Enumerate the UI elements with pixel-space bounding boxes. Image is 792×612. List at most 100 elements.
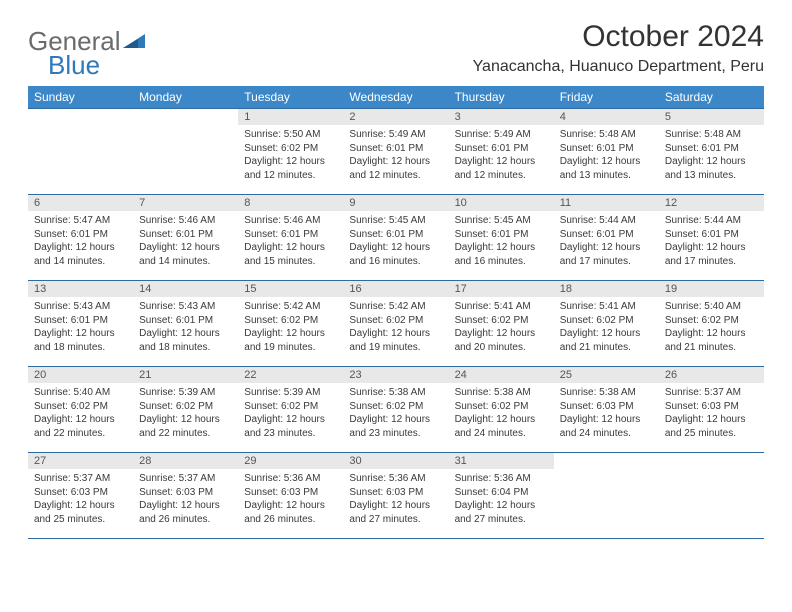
- day-number: 11: [554, 195, 659, 211]
- day-number: 12: [659, 195, 764, 211]
- logo-triangle-icon: [123, 26, 145, 57]
- day-details: Sunrise: 5:43 AMSunset: 6:01 PMDaylight:…: [133, 297, 238, 358]
- day-number: 9: [343, 195, 448, 211]
- calendar-cell: 19Sunrise: 5:40 AMSunset: 6:02 PMDayligh…: [659, 281, 764, 367]
- day-number: 31: [449, 453, 554, 469]
- calendar-cell: 18Sunrise: 5:41 AMSunset: 6:02 PMDayligh…: [554, 281, 659, 367]
- day-number: 20: [28, 367, 133, 383]
- day-details: Sunrise: 5:49 AMSunset: 6:01 PMDaylight:…: [343, 125, 448, 186]
- day-details: Sunrise: 5:45 AMSunset: 6:01 PMDaylight:…: [449, 211, 554, 272]
- day-details: Sunrise: 5:36 AMSunset: 6:03 PMDaylight:…: [343, 469, 448, 530]
- day-number: 6: [28, 195, 133, 211]
- day-details: Sunrise: 5:40 AMSunset: 6:02 PMDaylight:…: [28, 383, 133, 444]
- calendar-cell: 7Sunrise: 5:46 AMSunset: 6:01 PMDaylight…: [133, 195, 238, 281]
- day-details: Sunrise: 5:39 AMSunset: 6:02 PMDaylight:…: [133, 383, 238, 444]
- day-details: Sunrise: 5:36 AMSunset: 6:04 PMDaylight:…: [449, 469, 554, 530]
- day-details: Sunrise: 5:44 AMSunset: 6:01 PMDaylight:…: [554, 211, 659, 272]
- day-number: 24: [449, 367, 554, 383]
- day-number: 25: [554, 367, 659, 383]
- day-details: Sunrise: 5:44 AMSunset: 6:01 PMDaylight:…: [659, 211, 764, 272]
- calendar-cell: 2Sunrise: 5:49 AMSunset: 6:01 PMDaylight…: [343, 109, 448, 195]
- day-details: Sunrise: 5:38 AMSunset: 6:02 PMDaylight:…: [449, 383, 554, 444]
- calendar-cell: 13Sunrise: 5:43 AMSunset: 6:01 PMDayligh…: [28, 281, 133, 367]
- location-subtitle: Yanacancha, Huanuco Department, Peru: [473, 58, 764, 76]
- calendar-header-monday: Monday: [133, 86, 238, 109]
- calendar-cell: 16Sunrise: 5:42 AMSunset: 6:02 PMDayligh…: [343, 281, 448, 367]
- calendar-cell: 26Sunrise: 5:37 AMSunset: 6:03 PMDayligh…: [659, 367, 764, 453]
- day-details: Sunrise: 5:37 AMSunset: 6:03 PMDaylight:…: [659, 383, 764, 444]
- calendar-header-tuesday: Tuesday: [238, 86, 343, 109]
- day-number: 17: [449, 281, 554, 297]
- calendar-table: SundayMondayTuesdayWednesdayThursdayFrid…: [28, 86, 764, 539]
- calendar-cell: 6Sunrise: 5:47 AMSunset: 6:01 PMDaylight…: [28, 195, 133, 281]
- day-number: 13: [28, 281, 133, 297]
- calendar-cell: 24Sunrise: 5:38 AMSunset: 6:02 PMDayligh…: [449, 367, 554, 453]
- day-details: Sunrise: 5:40 AMSunset: 6:02 PMDaylight:…: [659, 297, 764, 358]
- calendar-header-friday: Friday: [554, 86, 659, 109]
- day-number: 19: [659, 281, 764, 297]
- day-number: 29: [238, 453, 343, 469]
- day-number: 14: [133, 281, 238, 297]
- calendar-cell: .: [554, 453, 659, 539]
- calendar-cell: 9Sunrise: 5:45 AMSunset: 6:01 PMDaylight…: [343, 195, 448, 281]
- calendar-cell: 8Sunrise: 5:46 AMSunset: 6:01 PMDaylight…: [238, 195, 343, 281]
- calendar-cell: .: [133, 109, 238, 195]
- day-number: 2: [343, 109, 448, 125]
- day-details: Sunrise: 5:42 AMSunset: 6:02 PMDaylight:…: [238, 297, 343, 358]
- day-number: 18: [554, 281, 659, 297]
- calendar-cell: 27Sunrise: 5:37 AMSunset: 6:03 PMDayligh…: [28, 453, 133, 539]
- calendar-header-thursday: Thursday: [449, 86, 554, 109]
- day-number: 5: [659, 109, 764, 125]
- day-details: Sunrise: 5:37 AMSunset: 6:03 PMDaylight:…: [28, 469, 133, 530]
- day-details: Sunrise: 5:48 AMSunset: 6:01 PMDaylight:…: [554, 125, 659, 186]
- calendar-cell: 20Sunrise: 5:40 AMSunset: 6:02 PMDayligh…: [28, 367, 133, 453]
- calendar-cell: 11Sunrise: 5:44 AMSunset: 6:01 PMDayligh…: [554, 195, 659, 281]
- day-number: 30: [343, 453, 448, 469]
- calendar-cell: 3Sunrise: 5:49 AMSunset: 6:01 PMDaylight…: [449, 109, 554, 195]
- calendar-cell: 10Sunrise: 5:45 AMSunset: 6:01 PMDayligh…: [449, 195, 554, 281]
- day-number: 3: [449, 109, 554, 125]
- day-number: 7: [133, 195, 238, 211]
- calendar-cell: 29Sunrise: 5:36 AMSunset: 6:03 PMDayligh…: [238, 453, 343, 539]
- calendar-header-saturday: Saturday: [659, 86, 764, 109]
- day-details: Sunrise: 5:39 AMSunset: 6:02 PMDaylight:…: [238, 383, 343, 444]
- day-details: Sunrise: 5:38 AMSunset: 6:03 PMDaylight:…: [554, 383, 659, 444]
- calendar-cell: 21Sunrise: 5:39 AMSunset: 6:02 PMDayligh…: [133, 367, 238, 453]
- calendar-cell: 12Sunrise: 5:44 AMSunset: 6:01 PMDayligh…: [659, 195, 764, 281]
- day-details: Sunrise: 5:47 AMSunset: 6:01 PMDaylight:…: [28, 211, 133, 272]
- day-number: 16: [343, 281, 448, 297]
- day-details: Sunrise: 5:43 AMSunset: 6:01 PMDaylight:…: [28, 297, 133, 358]
- day-number: 21: [133, 367, 238, 383]
- day-number: 8: [238, 195, 343, 211]
- calendar-cell: 17Sunrise: 5:41 AMSunset: 6:02 PMDayligh…: [449, 281, 554, 367]
- logo-text-blue: Blue: [48, 50, 100, 81]
- day-details: Sunrise: 5:48 AMSunset: 6:01 PMDaylight:…: [659, 125, 764, 186]
- day-number: 10: [449, 195, 554, 211]
- day-number: 4: [554, 109, 659, 125]
- day-details: Sunrise: 5:46 AMSunset: 6:01 PMDaylight:…: [238, 211, 343, 272]
- day-details: Sunrise: 5:38 AMSunset: 6:02 PMDaylight:…: [343, 383, 448, 444]
- calendar-cell: 4Sunrise: 5:48 AMSunset: 6:01 PMDaylight…: [554, 109, 659, 195]
- day-details: Sunrise: 5:46 AMSunset: 6:01 PMDaylight:…: [133, 211, 238, 272]
- day-number: 15: [238, 281, 343, 297]
- day-details: Sunrise: 5:42 AMSunset: 6:02 PMDaylight:…: [343, 297, 448, 358]
- calendar-cell: 5Sunrise: 5:48 AMSunset: 6:01 PMDaylight…: [659, 109, 764, 195]
- day-details: Sunrise: 5:36 AMSunset: 6:03 PMDaylight:…: [238, 469, 343, 530]
- calendar-cell: 25Sunrise: 5:38 AMSunset: 6:03 PMDayligh…: [554, 367, 659, 453]
- calendar-cell: 15Sunrise: 5:42 AMSunset: 6:02 PMDayligh…: [238, 281, 343, 367]
- day-number: 1: [238, 109, 343, 125]
- calendar-cell: 23Sunrise: 5:38 AMSunset: 6:02 PMDayligh…: [343, 367, 448, 453]
- calendar-header-wednesday: Wednesday: [343, 86, 448, 109]
- day-details: Sunrise: 5:37 AMSunset: 6:03 PMDaylight:…: [133, 469, 238, 530]
- calendar-cell: 28Sunrise: 5:37 AMSunset: 6:03 PMDayligh…: [133, 453, 238, 539]
- day-number: 27: [28, 453, 133, 469]
- calendar-cell: .: [28, 109, 133, 195]
- calendar-cell: 14Sunrise: 5:43 AMSunset: 6:01 PMDayligh…: [133, 281, 238, 367]
- day-number: 26: [659, 367, 764, 383]
- month-title: October 2024: [473, 20, 764, 54]
- calendar-cell: 1Sunrise: 5:50 AMSunset: 6:02 PMDaylight…: [238, 109, 343, 195]
- day-details: Sunrise: 5:45 AMSunset: 6:01 PMDaylight:…: [343, 211, 448, 272]
- calendar-header-sunday: Sunday: [28, 86, 133, 109]
- calendar-cell: .: [659, 453, 764, 539]
- day-number: 23: [343, 367, 448, 383]
